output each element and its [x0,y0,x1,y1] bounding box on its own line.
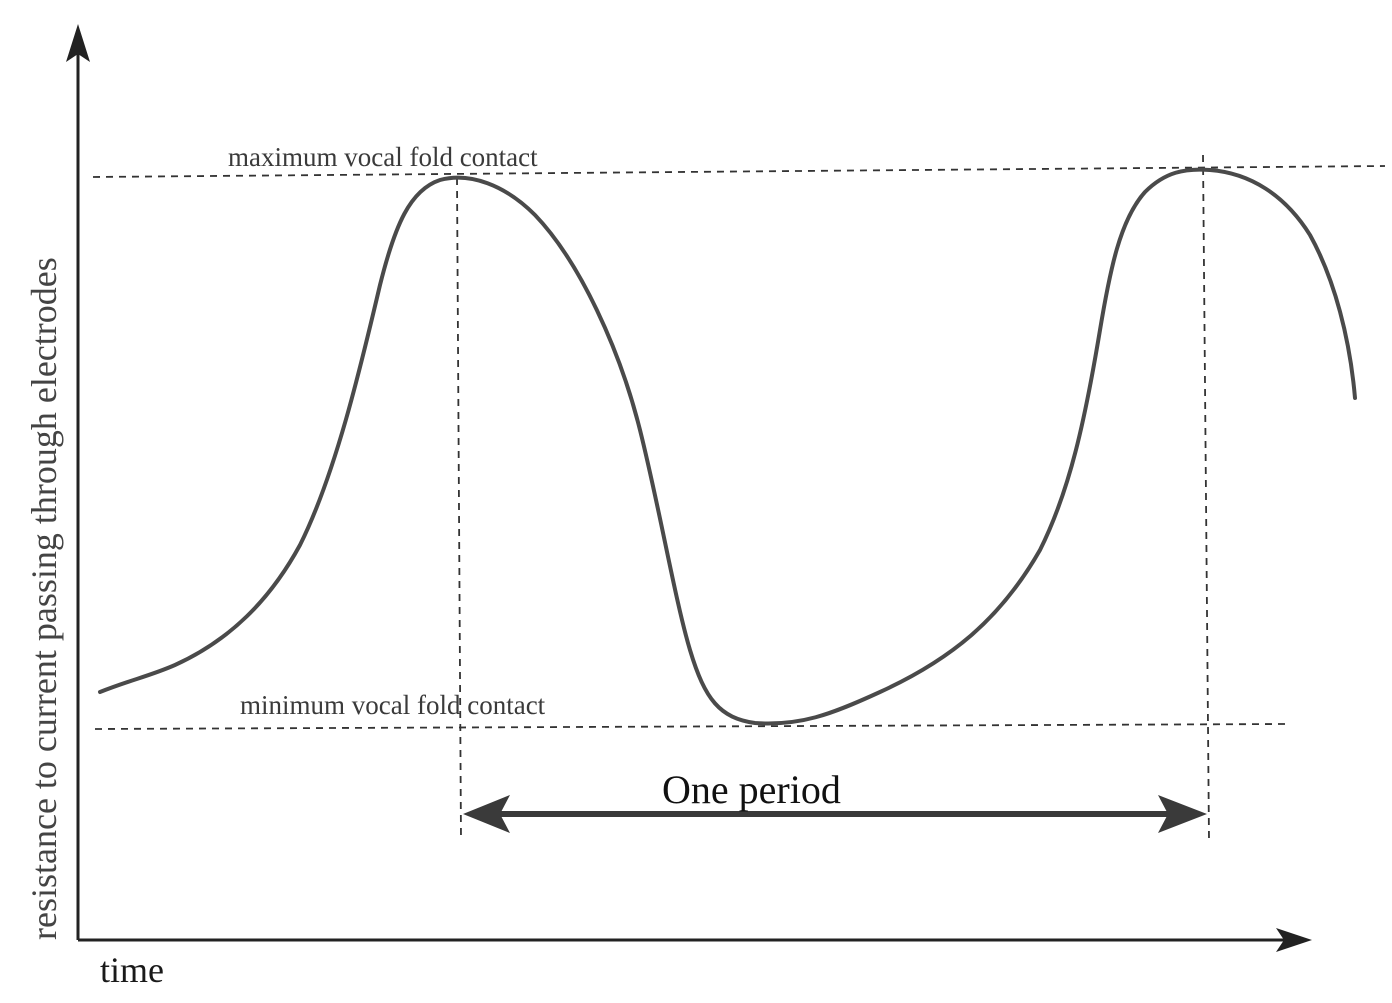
min-contact-label: minimum vocal fold contact [240,690,546,720]
period-start-guide-line [456,177,462,841]
max-contact-label: maximum vocal fold contact [228,142,538,172]
egg-waveform-curve [98,167,1357,726]
period-arrow-left-head [463,795,510,833]
min-contact-guide-line [94,723,1286,730]
period-label: One period [662,767,841,812]
axes [66,24,1312,952]
period-arrow-right-head [1158,795,1207,833]
period-end-guide-line [1202,154,1210,841]
y-axis-label: resistance to current passing through el… [24,257,64,940]
x-axis-label: time [100,950,164,990]
period-arrow [463,795,1207,833]
guide-lines [92,154,1386,841]
y-axis-arrowhead [66,24,90,62]
x-axis-arrowhead [1276,928,1312,952]
